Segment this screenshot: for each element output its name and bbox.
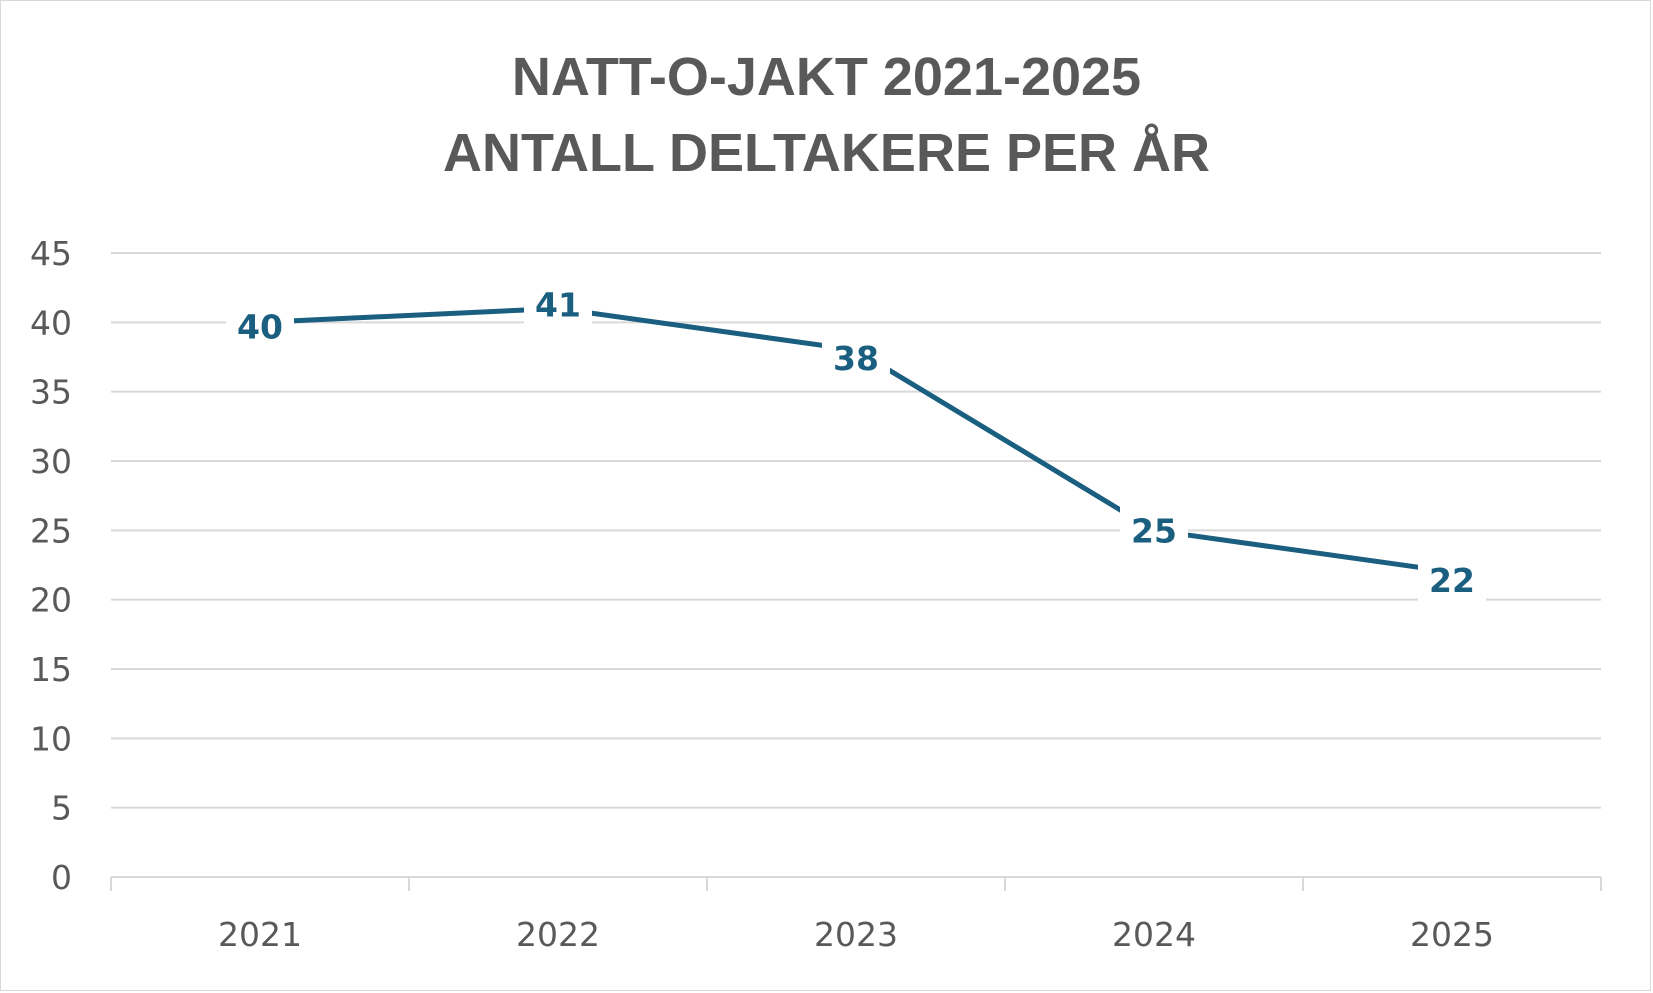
y-axis-ticks: 0 5 10 15 20 25 30 35 40 45 (30, 234, 72, 897)
y-tick-label: 40 (30, 303, 72, 342)
y-tick-label: 10 (30, 719, 72, 758)
data-label-background (1120, 506, 1188, 553)
y-tick-label: 5 (51, 789, 72, 828)
data-label: 41 (535, 285, 581, 324)
x-tick-label: 2025 (1410, 915, 1494, 954)
y-tick-label: 20 (30, 581, 72, 620)
chart-title-line-2: ANTALL DELTAKERE PER ÅR (443, 123, 1210, 183)
chart-title-line-1: NATT-O-JAKT 2021-2025 (511, 47, 1142, 107)
data-label: 22 (1429, 561, 1475, 600)
data-label: 40 (237, 307, 283, 346)
data-label: 38 (833, 339, 879, 378)
y-tick-label: 15 (30, 650, 72, 689)
data-label-background (822, 334, 890, 381)
y-tick-label: 45 (30, 234, 72, 273)
y-tick-label: 25 (30, 511, 72, 550)
data-label-background (524, 280, 592, 327)
x-tick-label: 2022 (516, 915, 600, 954)
y-tick-label: 30 (30, 442, 72, 481)
data-labels: 40 41 38 25 22 (226, 280, 1486, 602)
gridlines (111, 252, 1601, 809)
y-tick-label: 0 (51, 858, 72, 897)
x-axis: 2021 2022 2023 2024 2025 (110, 876, 1602, 954)
data-label-background (226, 302, 294, 349)
x-tick-label: 2023 (814, 915, 898, 954)
x-tick-label: 2021 (218, 915, 302, 954)
data-label-background (1418, 555, 1486, 602)
x-tick-label: 2024 (1112, 915, 1196, 954)
data-label: 25 (1131, 511, 1177, 550)
y-tick-label: 35 (30, 373, 72, 412)
